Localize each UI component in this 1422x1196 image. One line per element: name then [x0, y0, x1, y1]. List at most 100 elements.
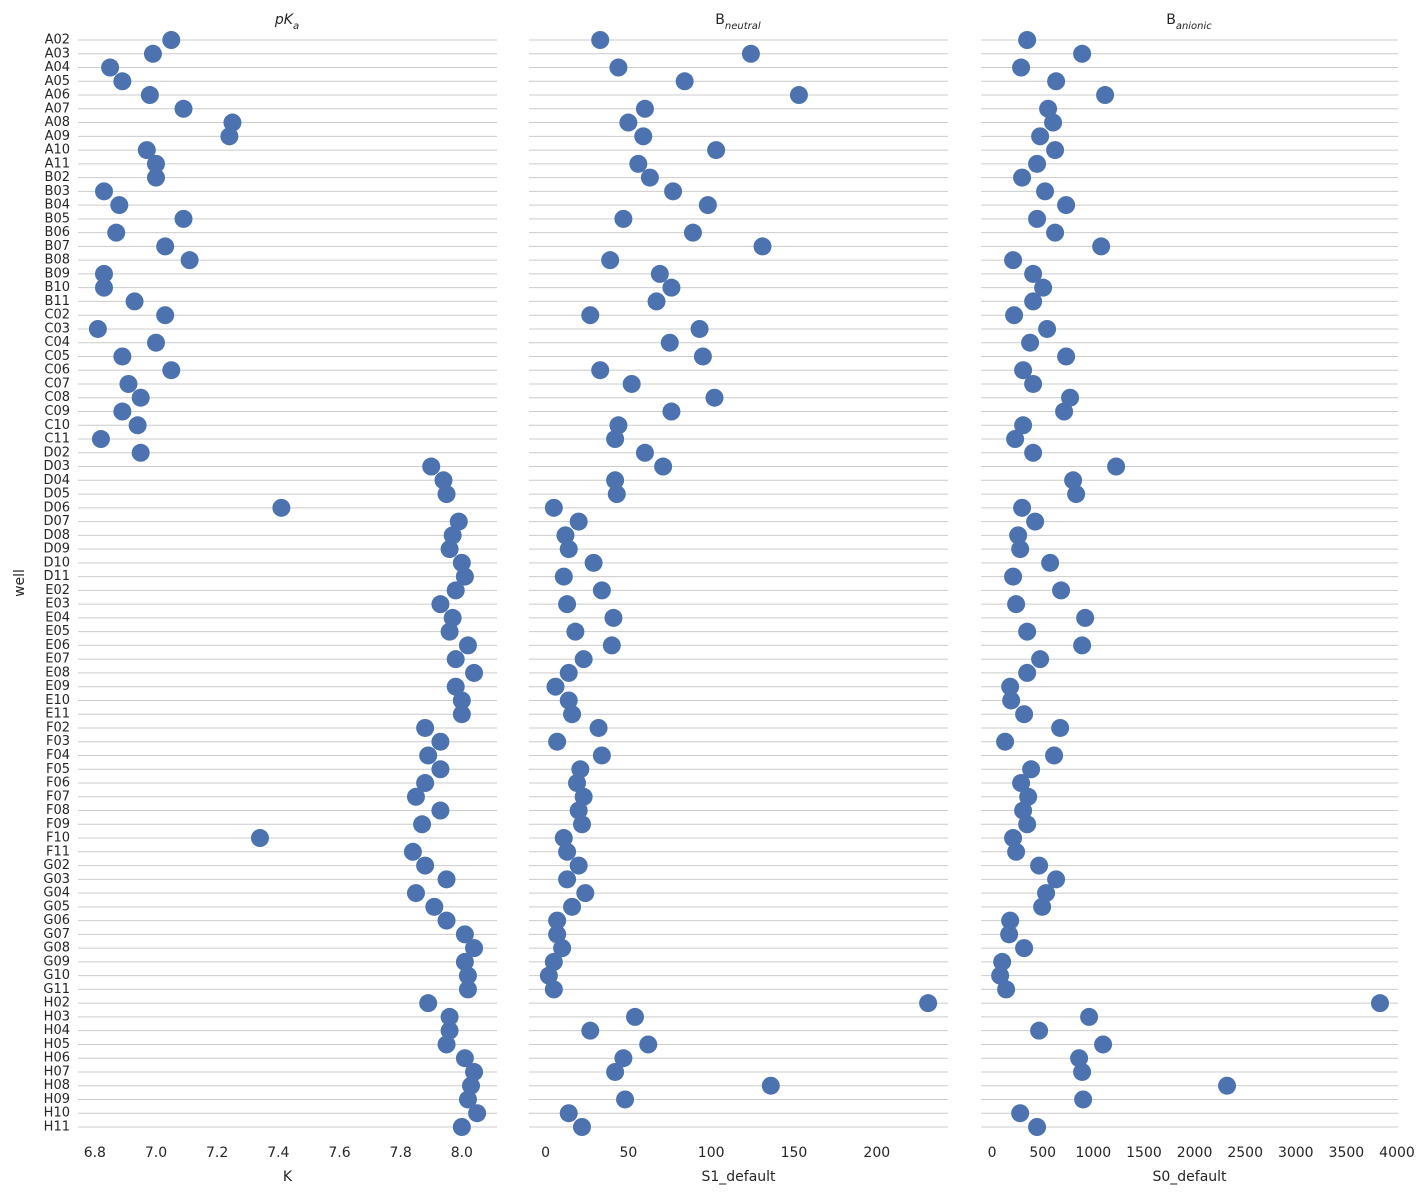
dot — [434, 471, 453, 490]
dot — [113, 347, 132, 366]
dot — [602, 636, 621, 655]
dot — [559, 663, 578, 682]
dot — [569, 856, 588, 875]
y-tick-label: D11 — [43, 569, 70, 584]
dot — [554, 829, 573, 848]
y-tick-label: G02 — [43, 858, 70, 873]
dot — [128, 416, 147, 435]
dot — [1028, 154, 1047, 173]
dot — [458, 980, 477, 999]
y-tick-label: E09 — [45, 679, 70, 694]
dot — [1033, 897, 1052, 916]
dot — [576, 884, 595, 903]
dot — [556, 526, 575, 545]
dot — [431, 732, 450, 751]
dot — [544, 952, 563, 971]
dot — [458, 636, 477, 655]
x-tick-label: 200 — [863, 1145, 890, 1161]
x-axis-label: S1_default — [701, 1169, 776, 1185]
title-sub: anionic — [1176, 21, 1212, 32]
y-tick-label: G04 — [43, 886, 70, 901]
dot — [446, 650, 465, 669]
dot — [88, 319, 107, 338]
dot — [662, 402, 681, 421]
dot — [581, 306, 600, 325]
dot — [431, 801, 450, 820]
dot — [146, 154, 165, 173]
dot — [606, 471, 625, 490]
dot — [437, 870, 456, 889]
y-tick-label: F06 — [46, 776, 70, 791]
dot — [431, 595, 450, 614]
dot — [571, 760, 590, 779]
dot — [465, 1062, 484, 1081]
y-tick-label: D07 — [43, 514, 70, 529]
dot — [548, 925, 567, 944]
dot — [223, 113, 242, 132]
y-tick-label: H04 — [44, 1023, 70, 1038]
dot — [607, 485, 626, 504]
x-tick-label: 6.8 — [84, 1145, 106, 1161]
y-tick-label: E03 — [45, 597, 70, 612]
dot — [1005, 306, 1024, 325]
dot — [110, 196, 129, 215]
dot — [419, 746, 438, 765]
dot — [458, 1090, 477, 1109]
dot — [1041, 553, 1060, 572]
y-tick-label: B08 — [45, 253, 70, 268]
dot — [1026, 512, 1045, 531]
dot — [581, 1021, 600, 1040]
dot — [403, 842, 422, 861]
dot — [563, 897, 582, 916]
dot — [698, 196, 717, 215]
dot — [690, 319, 709, 338]
dot — [919, 994, 938, 1013]
y-axis-label: well — [12, 569, 28, 597]
dot — [1039, 99, 1058, 118]
y-tick-label: B10 — [45, 280, 70, 295]
dot — [554, 567, 573, 586]
dot — [413, 815, 432, 834]
y-tick-label: D06 — [43, 500, 70, 515]
panel-title: Banionic — [1166, 12, 1212, 32]
dot — [131, 443, 150, 462]
x-tick-label: 7.8 — [390, 1145, 412, 1161]
x-tick-label: 500 — [1029, 1145, 1056, 1161]
dot — [452, 705, 471, 724]
y-tick-label: C08 — [44, 390, 70, 405]
dot — [563, 705, 582, 724]
dot — [180, 251, 199, 270]
dot — [616, 1090, 635, 1109]
dot — [1061, 388, 1080, 407]
dot — [1001, 911, 1020, 930]
dot — [406, 787, 425, 806]
y-tick-label: H10 — [44, 1106, 70, 1121]
dot — [462, 1076, 481, 1095]
dot — [1034, 278, 1053, 297]
x-axis-label: K — [283, 1169, 293, 1185]
y-tick-label: C05 — [44, 349, 70, 364]
dot — [606, 1062, 625, 1081]
dot — [572, 815, 591, 834]
dot — [991, 966, 1010, 985]
dot — [174, 209, 193, 228]
dot — [107, 223, 126, 242]
dot — [220, 127, 239, 146]
y-tick-label: C09 — [44, 404, 70, 419]
y-tick-label: H02 — [44, 996, 70, 1011]
dot — [1096, 86, 1115, 105]
x-tick-label: 1500 — [1126, 1145, 1162, 1161]
y-tick-label: A06 — [45, 88, 70, 103]
dot — [455, 567, 474, 586]
dot — [1044, 113, 1063, 132]
dot — [647, 292, 666, 311]
y-tick-label: A07 — [45, 101, 70, 116]
dot — [1036, 182, 1055, 201]
y-tick-label: A09 — [45, 129, 70, 144]
y-tick-label: F11 — [46, 844, 70, 859]
dot — [1007, 842, 1026, 861]
dot — [1018, 31, 1037, 49]
dot — [619, 113, 638, 132]
dot — [422, 457, 441, 476]
